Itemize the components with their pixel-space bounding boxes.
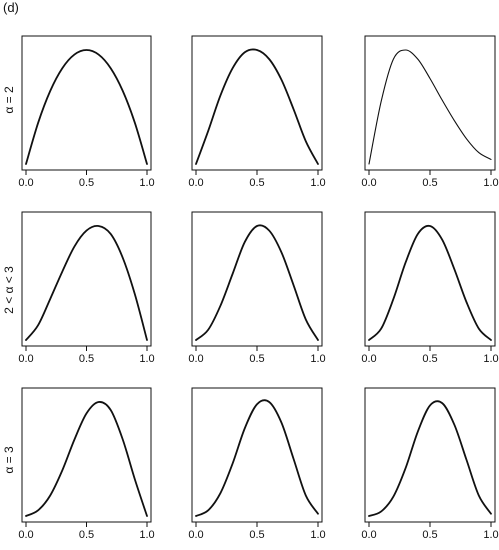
x-tick-label-r2c1-1: 0.0 [18, 353, 33, 365]
density-curve-r1c1 [25, 49, 148, 165]
density-curve-r3c2 [195, 399, 319, 517]
panel-frame-r2c1 [21, 211, 152, 347]
x-tick-label-r2c3-1: 0.0 [361, 353, 376, 365]
row-label-1: α = 2 [2, 86, 16, 114]
panel-frame-r1c2 [191, 35, 323, 171]
x-tick-label-r3c3-3: 1.0 [483, 529, 498, 541]
panel-frame-r3c3 [364, 387, 496, 523]
x-tick-label-r3c2-3: 1.0 [310, 529, 325, 541]
row-label-3: α = 3 [2, 446, 16, 474]
panel-frame-r3c1 [21, 387, 152, 523]
panel-frame-r2c3 [364, 211, 496, 347]
x-tick-label-r1c2-3: 1.0 [310, 177, 325, 189]
x-tick-label-r2c2-3: 1.0 [310, 353, 325, 365]
density-curve-r1c2 [195, 48, 319, 165]
x-tick-label-r3c2-1: 0.0 [188, 529, 203, 541]
x-tick-label-r2c1-2: 0.5 [79, 353, 94, 365]
x-tick-label-r1c3-1: 0.0 [361, 177, 376, 189]
density-curve-r3c3 [368, 400, 492, 517]
density-curve-r2c1 [25, 224, 148, 341]
x-tick-label-r3c2-2: 0.5 [249, 529, 264, 541]
x-tick-label-r1c3-3: 1.0 [483, 177, 498, 189]
x-tick-label-r1c1-3: 1.0 [139, 177, 154, 189]
x-tick-label-r2c2-2: 0.5 [249, 353, 264, 365]
density-curve-r2c3 [368, 224, 492, 341]
panel-frame-r1c1 [21, 35, 152, 171]
x-tick-label-r2c3-2: 0.5 [422, 353, 437, 365]
x-tick-label-r1c1-1: 0.0 [18, 177, 33, 189]
row-label-2: 2 < α < 3 [2, 266, 16, 314]
x-tick-label-r3c1-1: 0.0 [18, 529, 33, 541]
x-tick-label-r1c3-2: 0.5 [422, 177, 437, 189]
panel-frame-r3c2 [191, 387, 323, 523]
x-tick-label-r3c1-3: 1.0 [139, 529, 154, 541]
density-curve-r2c2 [195, 224, 319, 341]
density-curve-r3c1 [25, 401, 148, 517]
x-tick-label-r3c1-2: 0.5 [79, 529, 94, 541]
x-tick-label-r2c2-1: 0.0 [188, 353, 203, 365]
x-tick-label-r2c3-3: 1.0 [483, 353, 498, 365]
x-tick-label-r1c1-2: 0.5 [79, 177, 94, 189]
x-tick-label-r1c2-1: 0.0 [188, 177, 203, 189]
x-tick-label-r2c1-3: 1.0 [139, 353, 154, 365]
x-tick-label-r3c3-2: 0.5 [422, 529, 437, 541]
figure-panel-tag: (d) [3, 0, 19, 15]
x-tick-label-r3c3-1: 0.0 [361, 529, 376, 541]
x-tick-label-r1c2-2: 0.5 [249, 177, 264, 189]
density-curve-r1c3 [368, 49, 492, 165]
